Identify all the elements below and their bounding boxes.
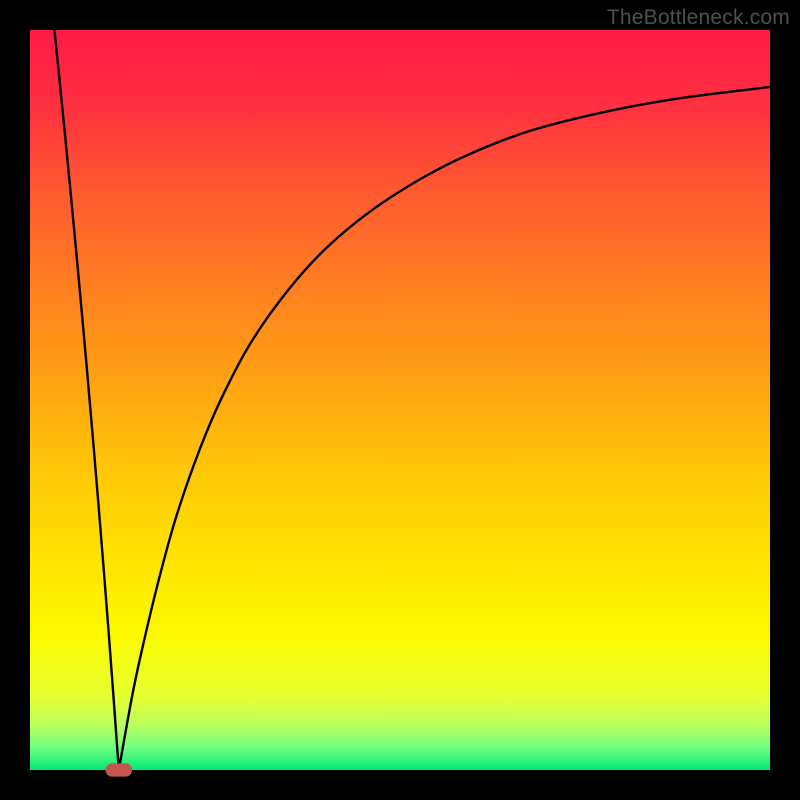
chart-svg [0,0,800,800]
optimal-marker [105,763,132,776]
chart-container: TheBottleneck.com [0,0,800,800]
watermark-text: TheBottleneck.com [607,6,790,30]
